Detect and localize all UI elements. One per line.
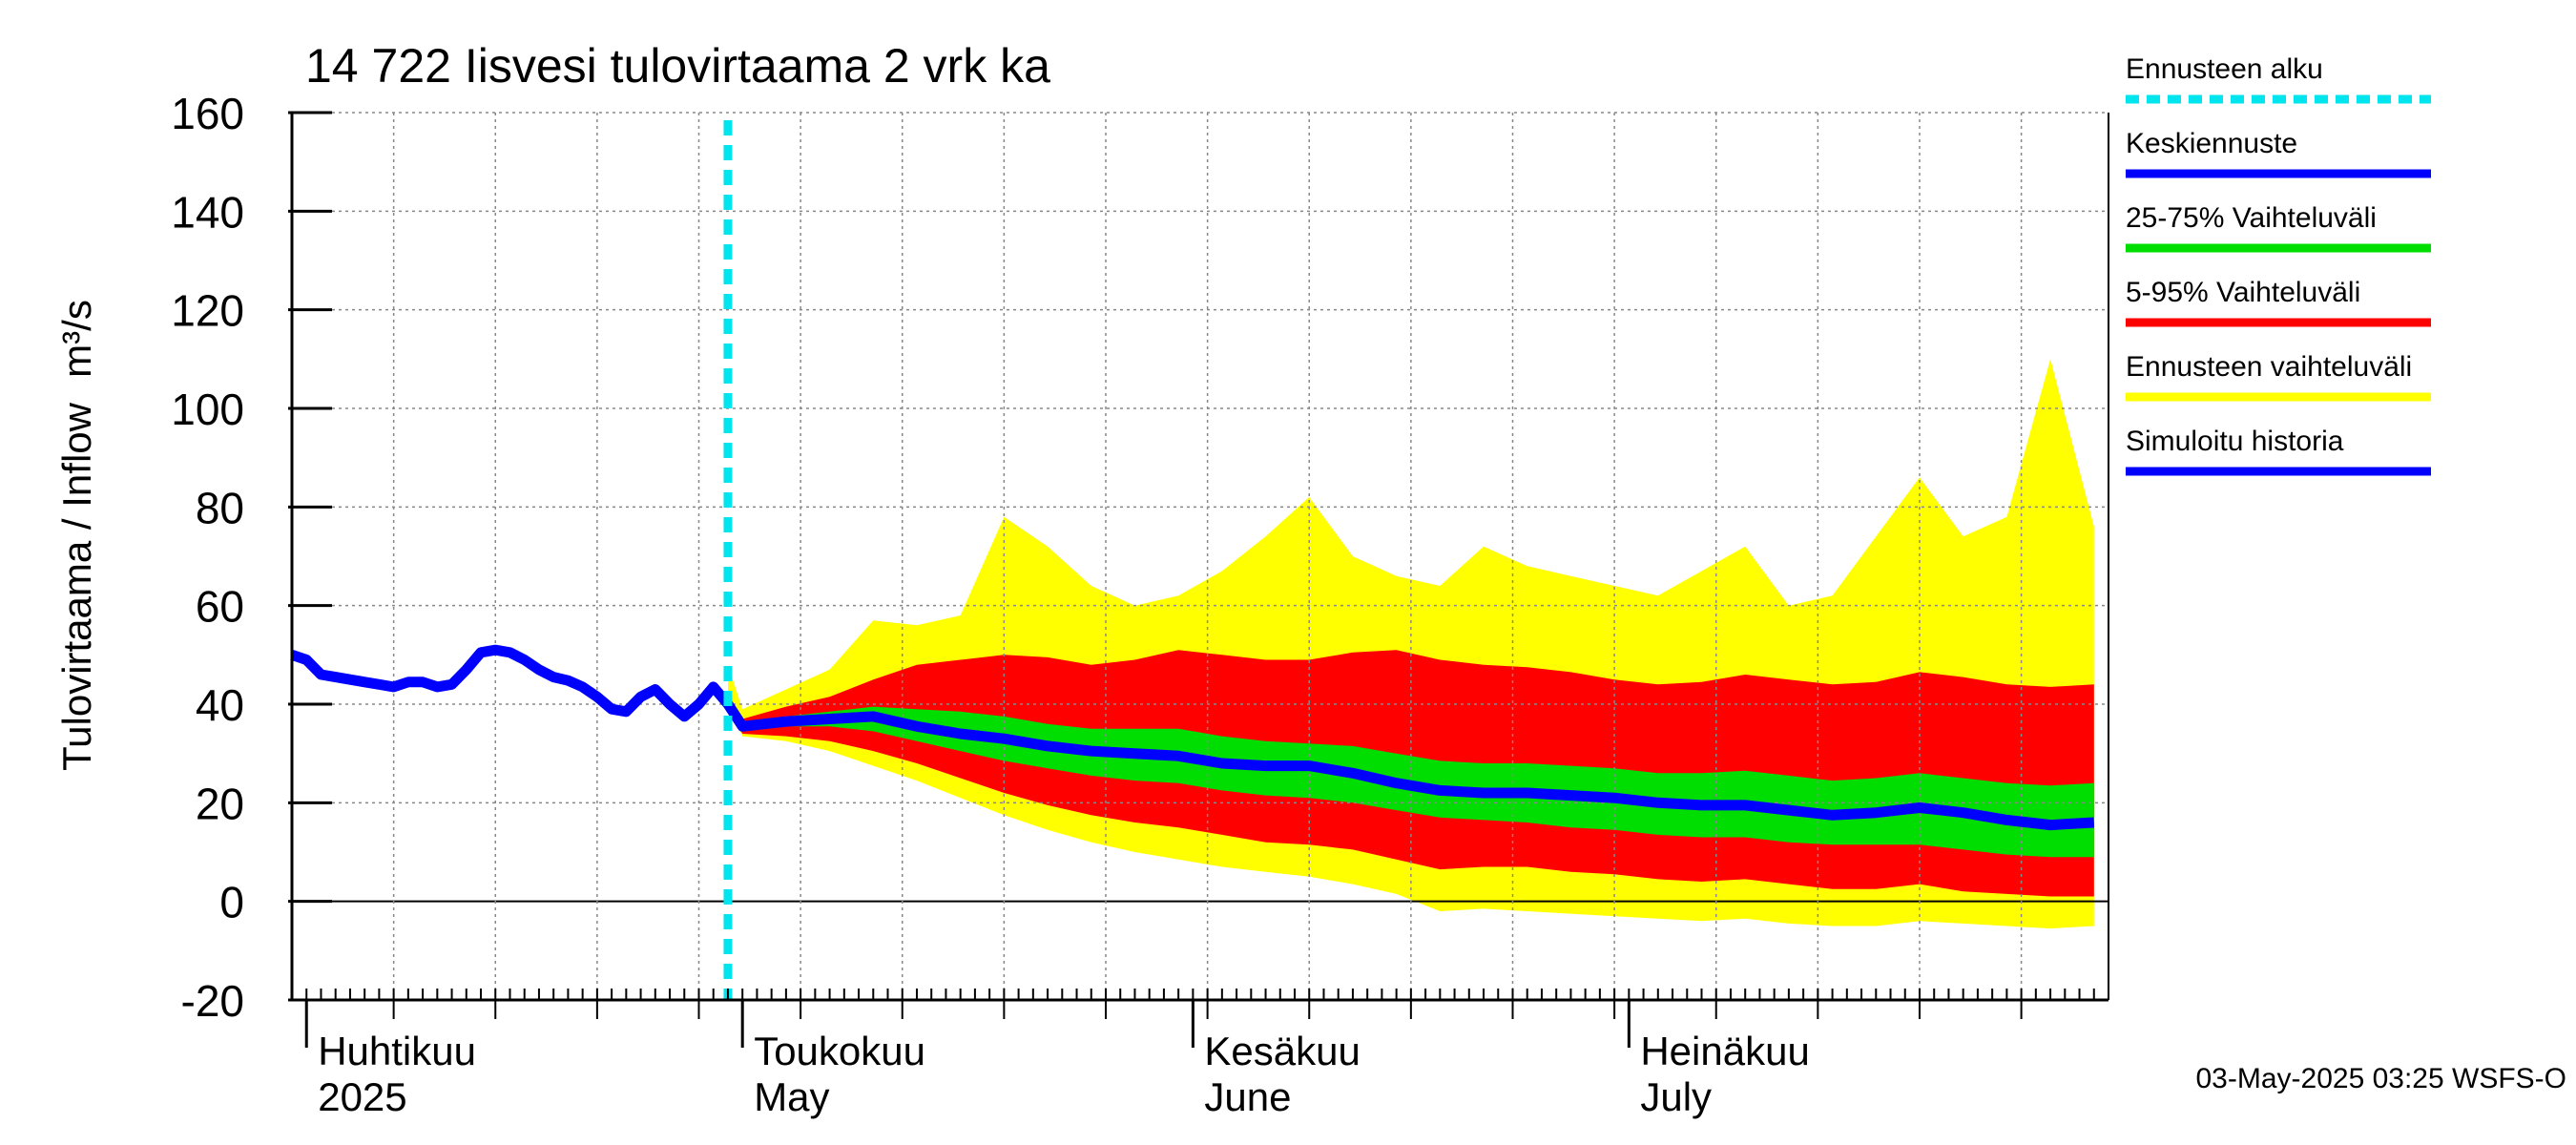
x-month-label: Huhtikuu	[318, 1029, 476, 1073]
legend-label: Ennusteen vaihteluväli	[2126, 351, 2412, 383]
legend-label: 25-75% Vaihteluväli	[2126, 202, 2377, 234]
y-tick-label: 120	[171, 286, 244, 336]
grid	[292, 112, 2109, 1000]
series-median-forecast	[723, 700, 2095, 831]
x-month-sublabel: May	[754, 1074, 829, 1119]
y-tick-label: 40	[196, 680, 244, 730]
data-lines	[290, 120, 2095, 1000]
y-tick-label: 20	[196, 779, 244, 828]
y-tick-label: 140	[171, 187, 244, 237]
legend: Ennusteen alku Keskiennuste 25-75% Vaihtel…	[2126, 53, 2431, 476]
x-month-label: Heinäkuu	[1640, 1029, 1809, 1073]
y-tick-label: 0	[219, 878, 244, 927]
series-simulated-history	[290, 644, 733, 722]
legend-label: Ennusteen alku	[2126, 53, 2323, 85]
y-tick-label: 100	[171, 385, 244, 434]
y-axis-label: Tulovirtaama / Inflow	[54, 402, 99, 771]
legend-label: 5-95% Vaihteluväli	[2126, 277, 2360, 308]
chart-title: 14 722 Iisvesi tulovirtaama 2 vrk ka	[305, 39, 1050, 93]
y-tick-label: 60	[196, 582, 244, 632]
y-tick-label: 80	[196, 483, 244, 532]
x-month-sublabel: 2025	[318, 1074, 406, 1119]
x-month-sublabel: July	[1640, 1074, 1712, 1119]
x-month-label: Kesäkuu	[1204, 1029, 1360, 1073]
legend-label: Simuloitu historia	[2126, 426, 2344, 457]
footer-timestamp: 03-May-2025 03:25 WSFS-O	[2196, 1063, 2567, 1094]
y-tick-label: 160	[171, 89, 244, 138]
x-month-label: Toukokuu	[754, 1029, 925, 1073]
legend-label: Keskiennuste	[2126, 128, 2297, 159]
y-tick-label: -20	[181, 976, 244, 1026]
x-month-sublabel: June	[1204, 1074, 1291, 1119]
y-axis-unit: m³/s	[54, 300, 99, 378]
